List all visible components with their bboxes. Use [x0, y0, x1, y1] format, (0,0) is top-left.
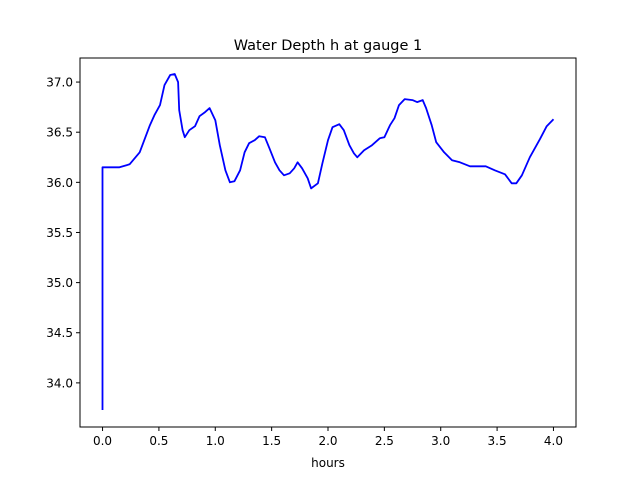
x-tick-label: 4.0	[544, 434, 563, 448]
y-tick-label: 34.5	[46, 326, 73, 340]
plot-frame	[79, 57, 577, 428]
x-tick-label: 0.5	[149, 434, 168, 448]
x-tick-label: 1.0	[206, 434, 225, 448]
y-tick-label: 35.0	[46, 276, 73, 290]
x-axis-label: hours	[311, 456, 345, 470]
x-tick-label: 2.5	[375, 434, 394, 448]
x-tick-label: 0.0	[93, 434, 112, 448]
y-tick-label: 36.5	[46, 126, 73, 140]
x-tick-label: 3.0	[431, 434, 450, 448]
y-tick-label: 34.0	[46, 376, 73, 390]
chart-title: Water Depth h at gauge 1	[234, 38, 422, 54]
y-tick-label: 35.5	[46, 226, 73, 240]
x-tick-label: 1.5	[262, 434, 281, 448]
x-tick-label: 2.0	[318, 434, 337, 448]
y-tick-label: 37.0	[46, 76, 73, 90]
series-line-h	[101, 73, 555, 410]
y-tick-label: 36.0	[46, 176, 73, 190]
x-tick-label: 3.5	[488, 434, 507, 448]
